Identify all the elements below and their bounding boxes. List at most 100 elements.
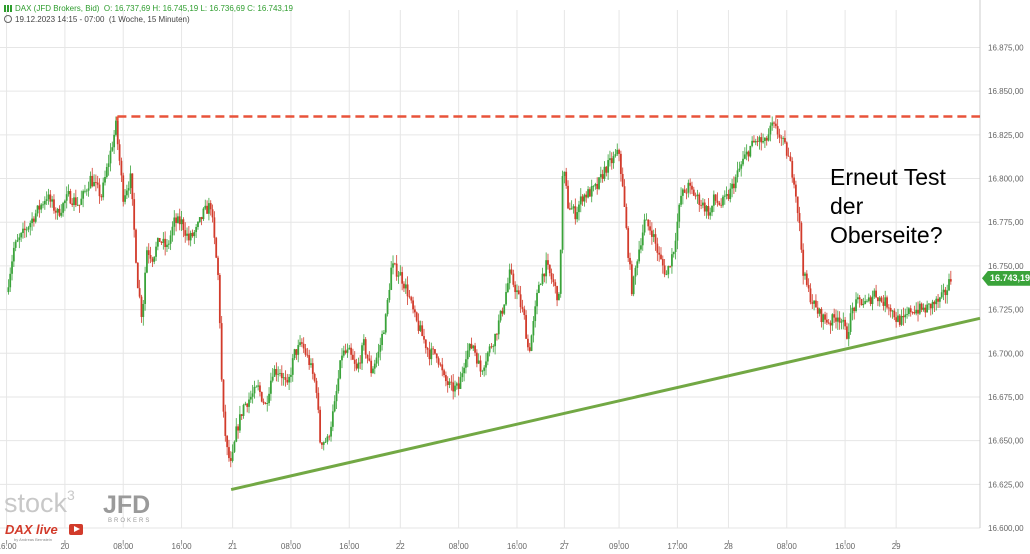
candle-body (399, 272, 402, 276)
chart-header-symbol: DAX (JFD Brokers, Bid) O: 16.737,69 H: 1… (4, 4, 293, 13)
candle-body (539, 284, 542, 285)
candle-body (175, 217, 177, 223)
candle-body (383, 332, 385, 334)
candle-body (805, 273, 808, 285)
x-tick-label: 22 (396, 542, 405, 551)
candle-body (417, 320, 420, 331)
candle-body (649, 226, 651, 231)
candle-body (395, 263, 398, 277)
candle-body (11, 261, 13, 274)
candle-body (858, 297, 861, 300)
candle-body (780, 137, 783, 139)
candle-body (765, 137, 768, 141)
period-label: (1 Woche, 15 Minuten) (108, 15, 190, 24)
candle-body (565, 171, 568, 186)
trend-lines (116, 115, 981, 492)
x-axis: 16:00 20 08:00 16:00 21 08:00 16:00 22 08:00 16:0… (0, 540, 901, 551)
candle-body (760, 137, 763, 143)
candle-body (249, 396, 252, 400)
candle-body (299, 342, 301, 346)
candle-body (333, 401, 336, 412)
candle-body (736, 170, 739, 178)
candle-body (836, 317, 839, 322)
candle-body (78, 204, 81, 206)
candle-body (563, 171, 566, 177)
candle-body (29, 223, 32, 228)
candle-body (578, 204, 580, 213)
candle-body (80, 198, 83, 205)
candle-body (933, 301, 936, 305)
candle-body (140, 296, 143, 317)
candle-body (516, 290, 518, 293)
candle-body (390, 267, 393, 290)
candle-body (43, 200, 46, 205)
candle-body (231, 451, 234, 461)
candle-body (718, 202, 721, 205)
candle-body (918, 303, 921, 314)
candle-body (264, 403, 267, 404)
candle-body (69, 191, 72, 204)
candle-body (319, 409, 322, 443)
candle-body (652, 234, 655, 237)
candle-body (441, 364, 444, 371)
candle-body (164, 238, 167, 248)
candle-body (875, 290, 877, 298)
candle-body (714, 194, 717, 201)
candle-body (944, 289, 947, 296)
candle-body (284, 377, 287, 380)
candle-body (528, 347, 531, 351)
candle-body (224, 411, 227, 436)
candle-body (650, 230, 653, 237)
candle-body (485, 361, 487, 368)
candle-body (444, 375, 447, 382)
candle-body (667, 266, 670, 275)
x-tick-label: 16:00 (0, 542, 17, 551)
candle-body (135, 229, 137, 263)
candle-body (184, 230, 187, 236)
candle-body (266, 403, 269, 404)
candle-body (397, 275, 400, 277)
candle-body (156, 238, 159, 247)
candle-body (162, 238, 165, 243)
candle-body (497, 320, 500, 335)
candle-body (131, 173, 134, 200)
candle-body (275, 368, 278, 375)
candle-body (14, 241, 17, 248)
candle-body (691, 185, 693, 190)
candle-body (202, 208, 205, 220)
candle-body (920, 303, 923, 310)
candle-body (880, 297, 883, 302)
candle-body (743, 154, 746, 159)
candle-body (851, 307, 854, 314)
candle-body (753, 140, 755, 143)
candle-body (122, 175, 125, 202)
y-tick-label: 16.675,00 (988, 393, 1024, 402)
candle-body (734, 177, 737, 189)
candle-body (62, 203, 64, 213)
candle-body (705, 205, 708, 212)
timestamp: 19.12.2023 14:15 - 07:00 (15, 15, 105, 24)
candle-body (220, 323, 223, 380)
candle-body (246, 403, 249, 407)
candle-body (937, 298, 939, 302)
candle-body (443, 370, 445, 376)
candle-body (683, 189, 686, 193)
candle-body (406, 284, 409, 297)
candle-body (811, 302, 814, 304)
candle-body (324, 441, 327, 443)
candle-body (293, 349, 296, 359)
candle-body (65, 194, 68, 201)
candle-body (346, 349, 349, 353)
candle-body (85, 190, 88, 192)
candle-body (523, 308, 526, 316)
candle-body (277, 373, 280, 375)
candle-body (158, 238, 161, 242)
candle-body (711, 205, 713, 213)
candle-body (187, 233, 190, 241)
candle-body (486, 352, 489, 362)
candle-body (574, 206, 577, 220)
candle-body (844, 319, 847, 327)
candle-body (884, 297, 887, 306)
candle-body (342, 350, 345, 356)
